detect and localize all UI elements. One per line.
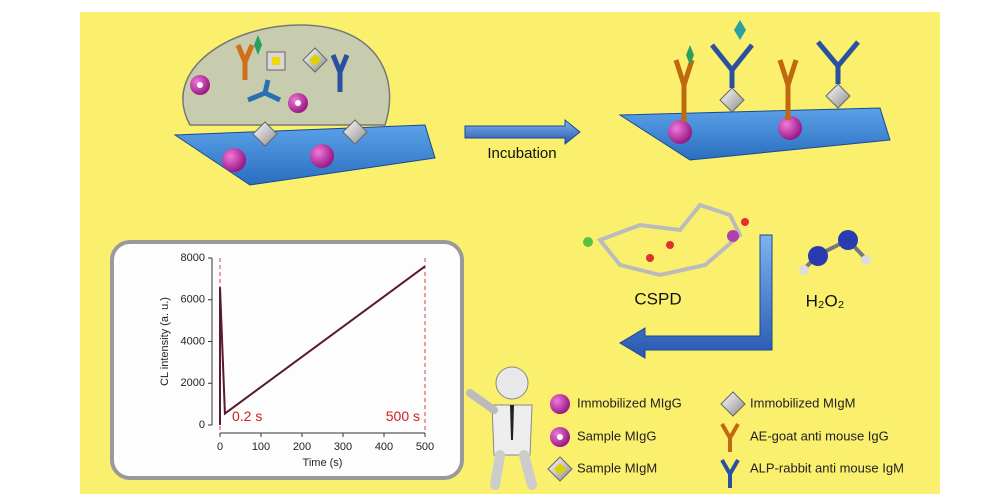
reaction-arrow (619, 234, 773, 359)
bound-complexes (668, 20, 860, 144)
y-tick-label: 8000 (181, 252, 205, 264)
x-axis-label: Time (s) (303, 457, 343, 469)
legend-label: Immobilized MIgG (577, 395, 682, 410)
x-tick-label: 300 (334, 441, 352, 453)
chart-panel (110, 240, 464, 480)
annotation-label: 500 s (386, 408, 420, 424)
surface (618, 107, 891, 161)
presenter-figure (466, 366, 537, 490)
h2o2-molecule (799, 230, 871, 275)
x-tick-label: 0 (217, 441, 223, 453)
x-tick-label: 500 (416, 441, 434, 453)
x-tick-label: 200 (293, 441, 311, 453)
y-tick-label: 0 (199, 419, 205, 431)
legend-label: Immobilized MIgM (750, 395, 855, 410)
y-tick-label: 2000 (181, 377, 205, 389)
incubation-arrow (464, 118, 581, 146)
legend: Immobilized MIgG Sample MIgG Sample MIgM… (547, 391, 904, 488)
data-line (219, 265, 426, 425)
legend-label: Sample MIgM (577, 460, 657, 475)
annotation-label: 0.2 s (232, 408, 262, 424)
legend-label: ALP-rabbit anti mouse IgM (750, 460, 904, 475)
y-axis-label: CL intensity (a. u.) (159, 297, 171, 386)
y-tick-label: 6000 (181, 294, 205, 306)
legend-label: Sample MIgG (577, 428, 656, 443)
h2o2-label: H₂O₂ (806, 291, 845, 310)
chart: 0 2000 4000 6000 8000 0 100 200 300 400 500 Time (s… (159, 252, 434, 469)
x-tick-label: 400 (375, 441, 393, 453)
incubation-label: Incubation (487, 145, 556, 162)
molecules (190, 35, 368, 172)
y-tick-label: 4000 (181, 335, 205, 347)
sample-bubble (182, 24, 391, 126)
x-tick-label: 100 (252, 441, 270, 453)
cspd-label: CSPD (634, 289, 681, 308)
legend-label: AE-goat anti mouse IgG (750, 428, 889, 443)
cspd-molecule (583, 202, 749, 278)
